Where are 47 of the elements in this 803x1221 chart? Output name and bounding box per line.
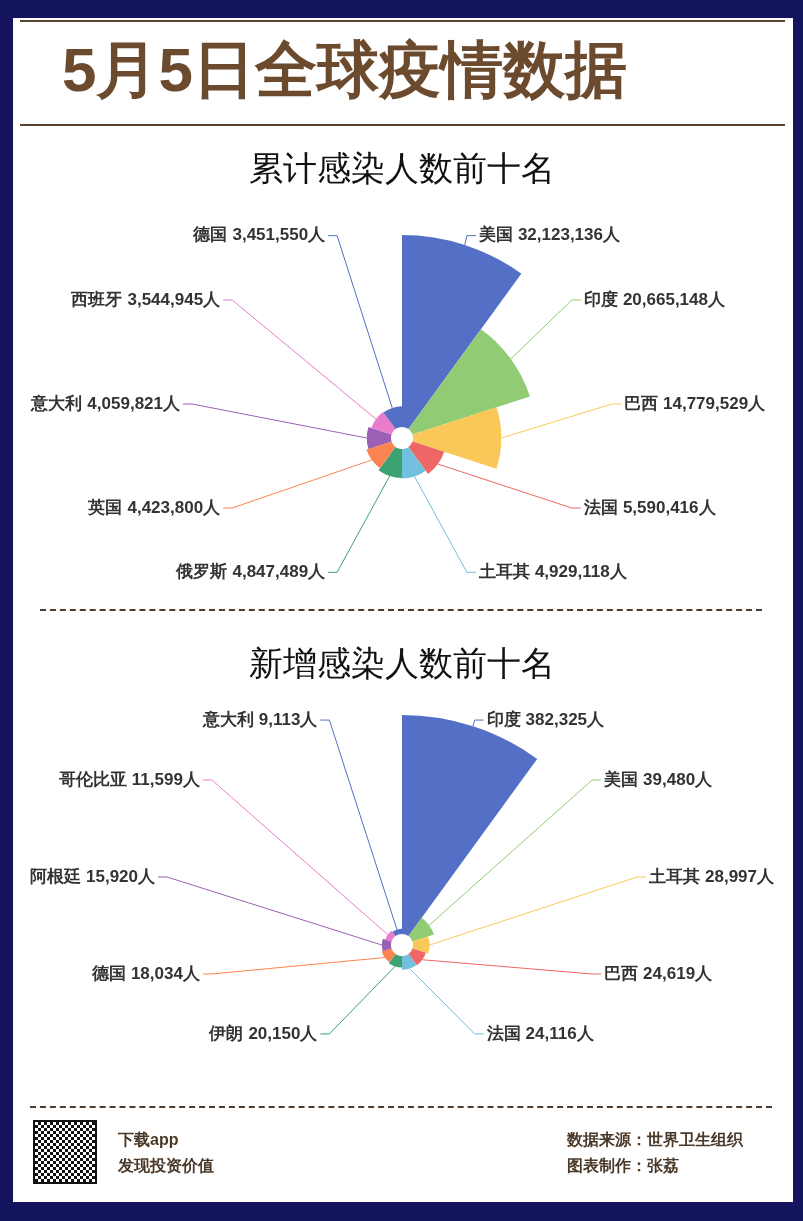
data-label: 3,451,550人: [232, 225, 327, 245]
category-label: 俄罗斯: [175, 562, 228, 582]
category-label: 美国: [603, 769, 639, 789]
data-label: 39,480人: [643, 769, 714, 789]
data-label: 9,113人: [258, 709, 319, 729]
data-label: 4,929,118人: [534, 562, 628, 582]
category-label: 法国: [582, 497, 618, 517]
chart-title: 新增感染人数前十名: [248, 644, 555, 682]
data-label: 4,847,489人: [232, 562, 327, 582]
category-label: 法国: [485, 1023, 521, 1043]
data-label: 14,779,529人: [663, 393, 767, 413]
data-label: 4,423,800人: [127, 497, 222, 517]
category-label: 土耳其: [648, 866, 700, 886]
source-note: 数据来源：世界卫生组织: [567, 1130, 743, 1150]
category-label: 哥伦比亚: [57, 769, 127, 789]
category-label: 意大利: [201, 709, 254, 729]
data-label: 4,059,821人: [87, 393, 181, 413]
category-label: 美国: [477, 225, 513, 245]
category-label: 意大利: [30, 393, 83, 413]
category-label: 伊朗: [208, 1023, 244, 1043]
data-label: 15,920人: [86, 866, 156, 886]
chart-title: 5月5日全球疫情数据: [62, 35, 627, 104]
data-label: 32,123,136人: [517, 225, 621, 245]
category-label: 阿根廷: [30, 866, 81, 886]
text: 下载app: [118, 1131, 179, 1148]
data-label: 24,619人: [643, 963, 714, 983]
category-label: 英国: [87, 497, 123, 517]
category-label: 土耳其: [477, 562, 530, 582]
category-label: 西班牙: [70, 289, 123, 309]
text: 发现投资价值: [118, 1157, 214, 1174]
data-label: 11,599人: [131, 769, 201, 789]
data-label: 20,665,148人: [622, 289, 726, 309]
data-label: 20,150人: [248, 1023, 319, 1043]
text: 累计感染人数前十名: [248, 149, 555, 187]
data-label: 18,034人: [130, 963, 201, 983]
text: 图表制作：张荔: [567, 1157, 679, 1174]
data-label: 382,325人: [525, 709, 606, 729]
category-label: 印度: [486, 709, 521, 729]
category-label: 巴西: [624, 393, 658, 413]
category-label: 德国: [90, 963, 126, 983]
data-label: 5,590,416人: [622, 497, 717, 517]
data-label: 28,997人: [705, 866, 775, 886]
data-label: 3,544,945人: [127, 289, 222, 309]
category-label: 巴西: [604, 963, 639, 983]
data-label: 24,116人: [525, 1023, 595, 1043]
category-label: 印度: [583, 289, 618, 309]
category-label: 德国: [192, 225, 228, 245]
